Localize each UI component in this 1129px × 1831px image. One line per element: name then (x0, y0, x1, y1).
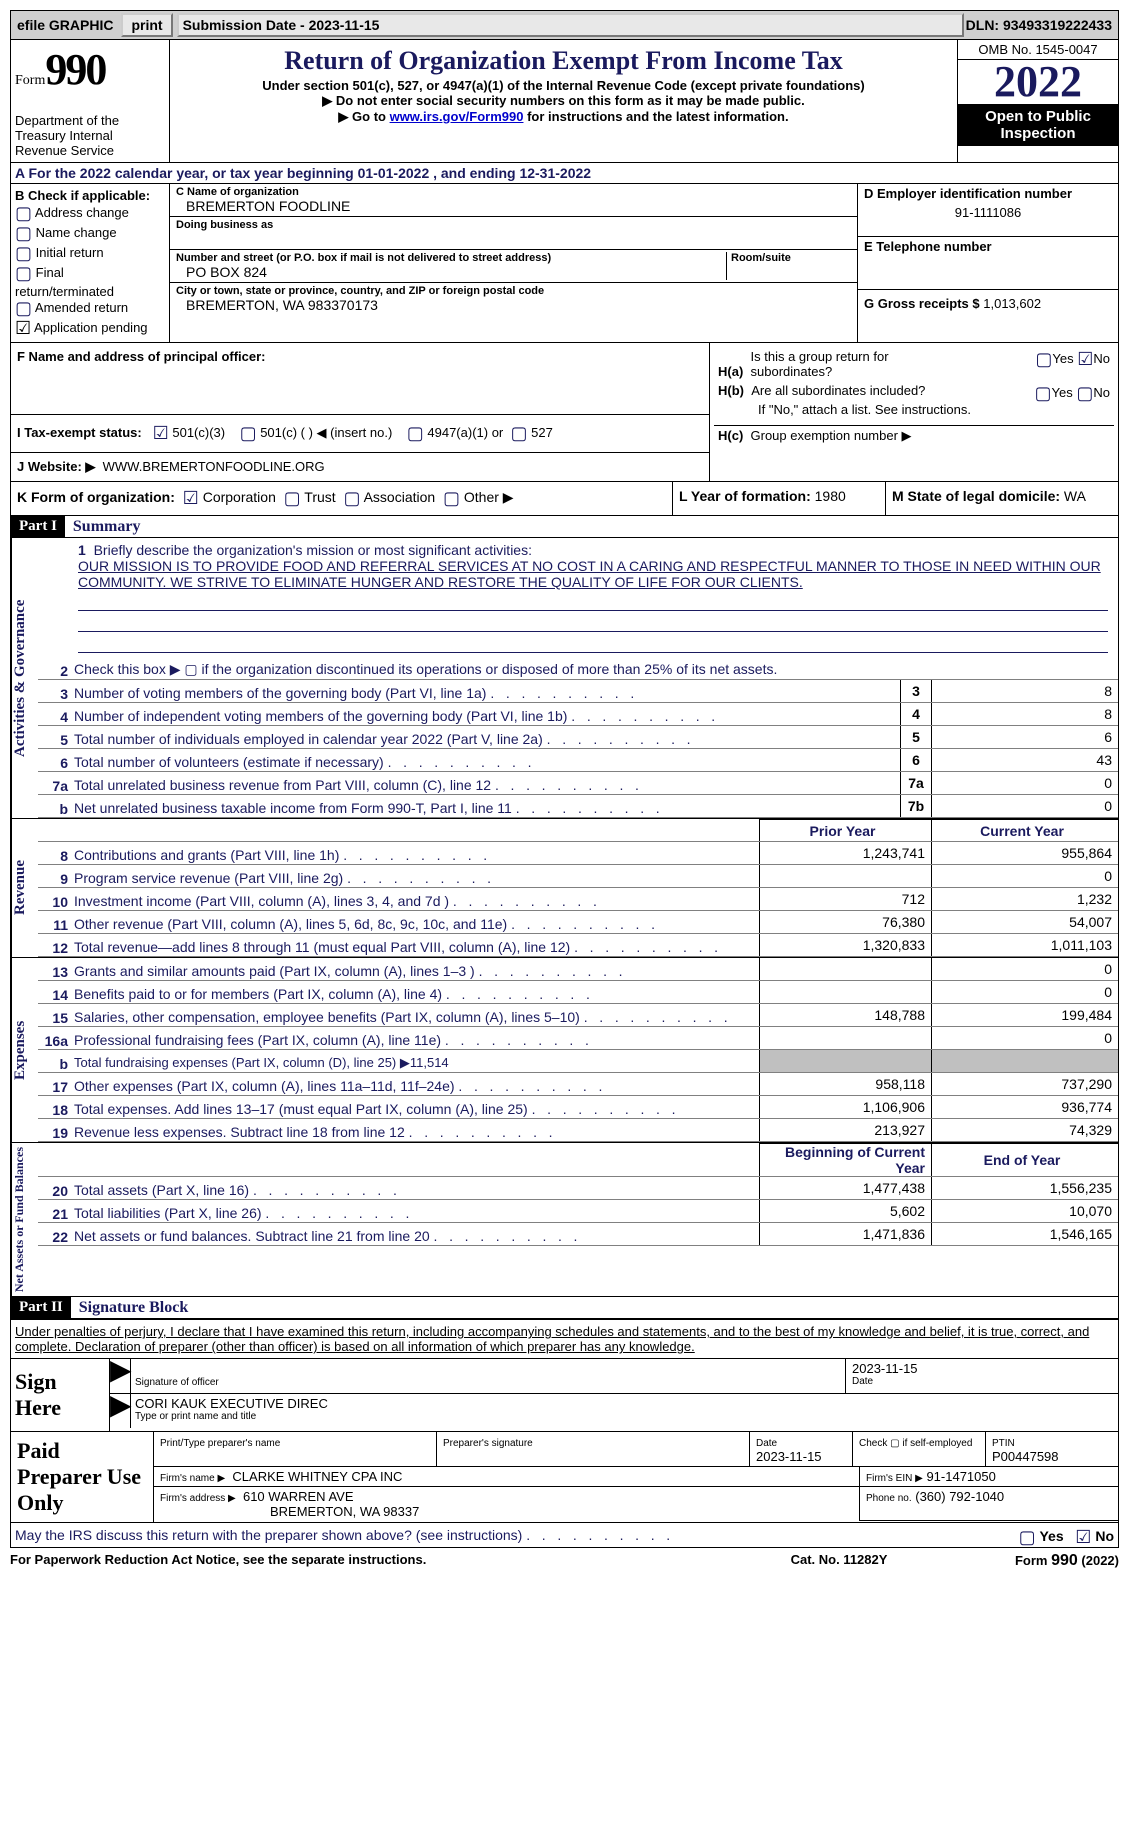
box-f-label: F Name and address of principal officer: (17, 349, 266, 364)
tab-revenue: Revenue (11, 819, 38, 957)
city-label: City or town, state or province, country… (176, 285, 851, 297)
chk-pending[interactable]: ☑ Application pending (15, 318, 165, 339)
chk-final[interactable]: ▢ Final return/terminated (15, 263, 165, 299)
penalty-text: Under penalties of perjury, I declare th… (11, 1320, 1118, 1358)
chk-address[interactable]: ▢ Address change (15, 203, 165, 224)
summary-line: 7aTotal unrelated business revenue from … (38, 772, 1118, 795)
submission-date: Submission Date - 2023-11-15 (177, 13, 964, 37)
summary-line: 17Other expenses (Part IX, column (A), l… (38, 1073, 1118, 1096)
section-fh: F Name and address of principal officer:… (10, 343, 1119, 482)
summary-line: 3Number of voting members of the governi… (38, 680, 1118, 703)
efile-label: efile GRAPHIC (11, 15, 119, 35)
summary-line: 18Total expenses. Add lines 13–17 (must … (38, 1096, 1118, 1119)
ein-label: D Employer identification number (864, 186, 1112, 201)
chk-name[interactable]: ▢ Name change (15, 223, 165, 244)
dba-label: Doing business as (176, 219, 851, 231)
form-title: Return of Organization Exempt From Incom… (174, 46, 953, 76)
summary-line: 13Grants and similar amounts paid (Part … (38, 958, 1118, 981)
part2-header: Part II Signature Block (10, 1297, 1119, 1319)
summary-line: bTotal fundraising expenses (Part IX, co… (38, 1050, 1118, 1073)
summary-line: 8Contributions and grants (Part VIII, li… (38, 842, 1118, 865)
mission-text: OUR MISSION IS TO PROVIDE FOOD AND REFER… (78, 558, 1101, 590)
summary-netassets: Net Assets or Fund Balances Beginning of… (10, 1142, 1119, 1297)
paid-preparer: Paid Preparer Use Only Print/Type prepar… (10, 1432, 1119, 1523)
sig-arrow-icon: ▶ (110, 1394, 130, 1428)
addr-label: Number and street (or P.O. box if mail i… (176, 252, 726, 264)
org-name: BREMERTON FOODLINE (176, 198, 851, 214)
summary-line: bNet unrelated business taxable income f… (38, 795, 1118, 818)
header-note1: ▶ Do not enter social security numbers o… (174, 93, 953, 109)
box-b-label: B Check if applicable: (15, 188, 165, 203)
summary-line: 4Number of independent voting members of… (38, 703, 1118, 726)
tab-governance: Activities & Governance (11, 538, 38, 818)
summary-line: 10Investment income (Part VIII, column (… (38, 888, 1118, 911)
sign-here-label: Sign Here (11, 1359, 110, 1431)
open-to-public: Open to Public Inspection (958, 104, 1118, 146)
tax-year: 2022 (958, 60, 1118, 104)
summary-expenses: Expenses 13Grants and similar amounts pa… (10, 957, 1119, 1142)
summary-line: 21Total liabilities (Part X, line 26)5,6… (38, 1200, 1118, 1223)
preparer-label: Paid Preparer Use Only (11, 1432, 154, 1522)
summary-line: 2Check this box ▶ ▢ if the organization … (38, 657, 1118, 680)
signature-block: Under penalties of perjury, I declare th… (10, 1319, 1119, 1432)
section-bcd: B Check if applicable: ▢ Address change … (10, 184, 1119, 343)
addr: PO BOX 824 (176, 264, 726, 280)
form-number: Form990 (15, 44, 165, 95)
summary-line: 6Total number of volunteers (estimate if… (38, 749, 1118, 772)
summary-line: 14Benefits paid to or for members (Part … (38, 981, 1118, 1004)
discuss-line: May the IRS discuss this return with the… (10, 1523, 1119, 1548)
dln-label: DLN: 93493319222433 (966, 17, 1118, 33)
tab-expenses: Expenses (11, 958, 38, 1142)
line-k: K Form of organization: ☑ Corporation ▢ … (10, 482, 1119, 516)
summary-line: 19Revenue less expenses. Subtract line 1… (38, 1119, 1118, 1142)
summary-line: 20Total assets (Part X, line 16)1,477,43… (38, 1177, 1118, 1200)
summary-line: 11Other revenue (Part VIII, column (A), … (38, 911, 1118, 934)
gross-value: 1,013,602 (983, 296, 1041, 311)
summary-line: 16aProfessional fundraising fees (Part I… (38, 1027, 1118, 1050)
line-a: A For the 2022 calendar year, or tax yea… (10, 163, 1119, 184)
room-label: Room/suite (731, 252, 851, 264)
summary-line: 22Net assets or fund balances. Subtract … (38, 1223, 1118, 1246)
chk-initial[interactable]: ▢ Initial return (15, 243, 165, 264)
line-i: I Tax-exempt status: ☑ 501(c)(3) ▢ 501(c… (11, 414, 709, 452)
dept-label: Department of the Treasury Internal Reve… (15, 113, 165, 158)
ein-value: 91-1111086 (864, 201, 1112, 220)
print-button[interactable]: print (121, 13, 172, 37)
top-bar: efile GRAPHIC print Submission Date - 20… (10, 10, 1119, 40)
summary-revenue: Revenue Prior Year Current Year 8Contrib… (10, 818, 1119, 957)
page-footer: For Paperwork Reduction Act Notice, see … (10, 1548, 1119, 1570)
org-name-label: C Name of organization (176, 186, 851, 198)
city: BREMERTON, WA 983370173 (176, 297, 851, 313)
tab-netassets: Net Assets or Fund Balances (11, 1143, 38, 1296)
chk-amended[interactable]: ▢ Amended return (15, 298, 165, 319)
form-header: Form990 Department of the Treasury Inter… (10, 40, 1119, 163)
irs-link[interactable]: www.irs.gov/Form990 (390, 109, 524, 124)
summary-line: 5Total number of individuals employed in… (38, 726, 1118, 749)
gross-label: G Gross receipts $ (864, 296, 980, 311)
summary-line: 15Salaries, other compensation, employee… (38, 1004, 1118, 1027)
phone-label: E Telephone number (864, 239, 1112, 254)
line-j: J Website: ▶ WWW.BREMERTONFOODLINE.ORG (11, 452, 709, 481)
header-note2: ▶ Go to www.irs.gov/Form990 for instruct… (174, 109, 953, 125)
part1-header: Part I Summary (10, 516, 1119, 538)
summary-line: 12Total revenue—add lines 8 through 11 (… (38, 934, 1118, 957)
sig-arrow-icon: ▶ (110, 1359, 130, 1393)
summary-governance: Activities & Governance 1 Briefly descri… (10, 538, 1119, 818)
summary-line: 9Program service revenue (Part VIII, lin… (38, 865, 1118, 888)
header-subtitle: Under section 501(c), 527, or 4947(a)(1)… (174, 78, 953, 93)
